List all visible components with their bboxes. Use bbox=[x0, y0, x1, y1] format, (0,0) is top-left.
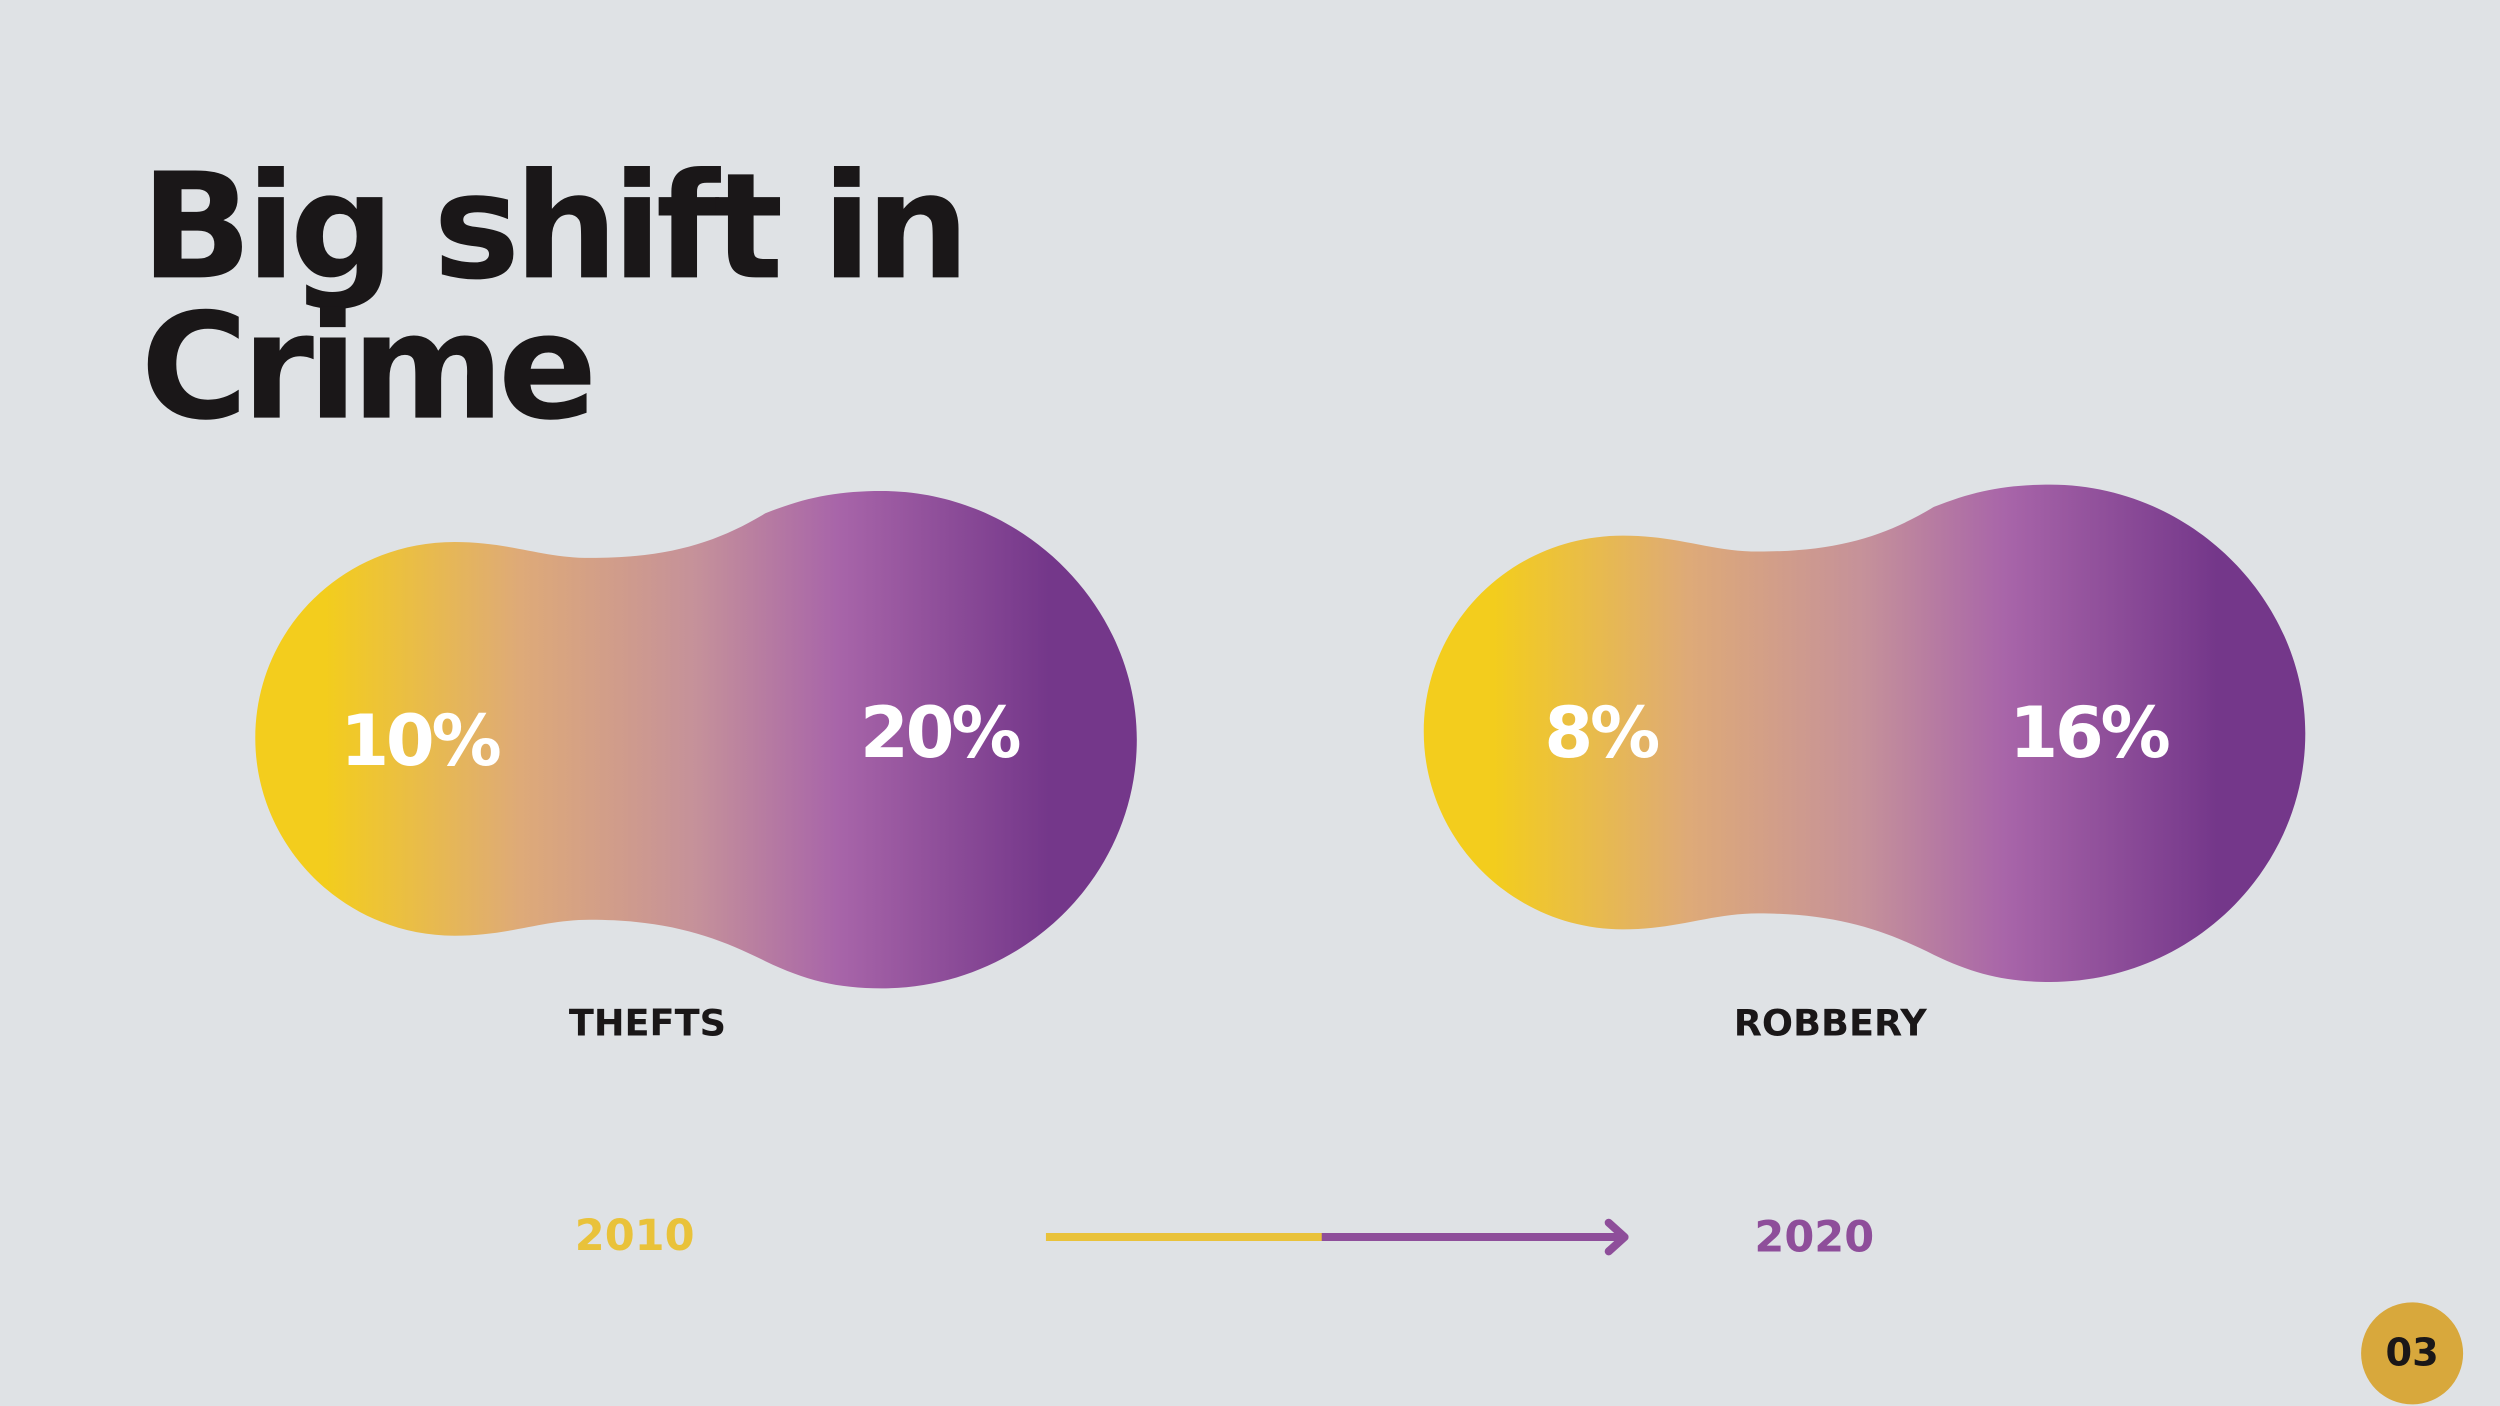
page-badge bbox=[2361, 1302, 2464, 1405]
gradient-blob bbox=[255, 490, 1137, 989]
title-line: Big shift in bbox=[141, 141, 964, 312]
start-year: 2010 bbox=[575, 1211, 695, 1261]
panel-label: THEFTS bbox=[569, 1002, 726, 1045]
value-from: 8% bbox=[1544, 692, 1659, 774]
arrow-head bbox=[1604, 1218, 1629, 1256]
timeline: 2010 2020 bbox=[575, 1211, 1874, 1263]
page-number: 03 bbox=[2385, 1330, 2438, 1375]
panel: 8% 16% ROBBERY bbox=[1423, 484, 2306, 1045]
value-from: 10% bbox=[340, 700, 500, 782]
title-line: Crime bbox=[141, 282, 592, 453]
value-to: 16% bbox=[2009, 692, 2169, 774]
value-to: 20% bbox=[860, 692, 1020, 774]
gradient-blob bbox=[1423, 484, 2306, 982]
panel-label: ROBBERY bbox=[1734, 1002, 1928, 1045]
panel: 10% 20% THEFTS bbox=[255, 490, 1137, 1045]
end-year: 2020 bbox=[1754, 1213, 1874, 1263]
